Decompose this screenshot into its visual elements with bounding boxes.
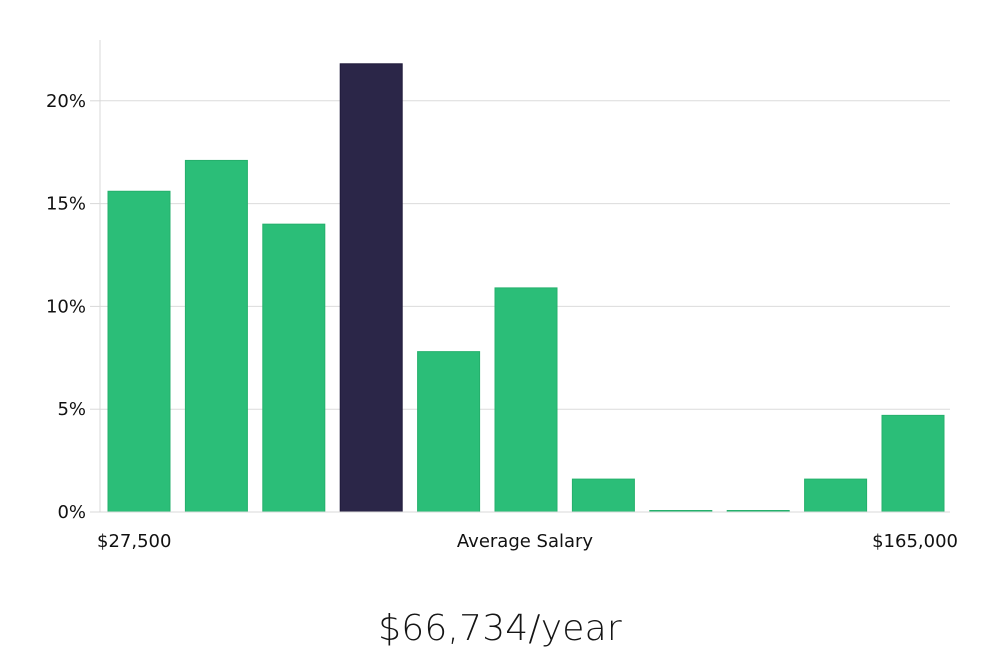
bar [262,223,326,513]
x-min-label: $27,500 [97,531,171,552]
bar [184,159,248,513]
bar-highlight [339,63,403,513]
y-tick-label: 5% [57,399,86,420]
y-tick-label: 0% [57,502,86,523]
average-salary-value: $66,734/year [378,608,622,649]
bar [804,478,868,513]
bar [881,414,945,513]
bar [417,351,481,513]
bar [494,287,558,513]
x-axis-label: Average Salary [457,531,594,552]
y-tick-label: 20% [46,91,86,112]
x-max-label: $165,000 [872,531,958,552]
y-tick-label: 10% [46,296,86,317]
salary-histogram: 0% 5% 10% 15% 20% $27,500 $165,000 Average Sala… [46,40,958,552]
y-tick-label: 15% [46,194,86,215]
bar [571,478,635,513]
bar [107,190,171,513]
